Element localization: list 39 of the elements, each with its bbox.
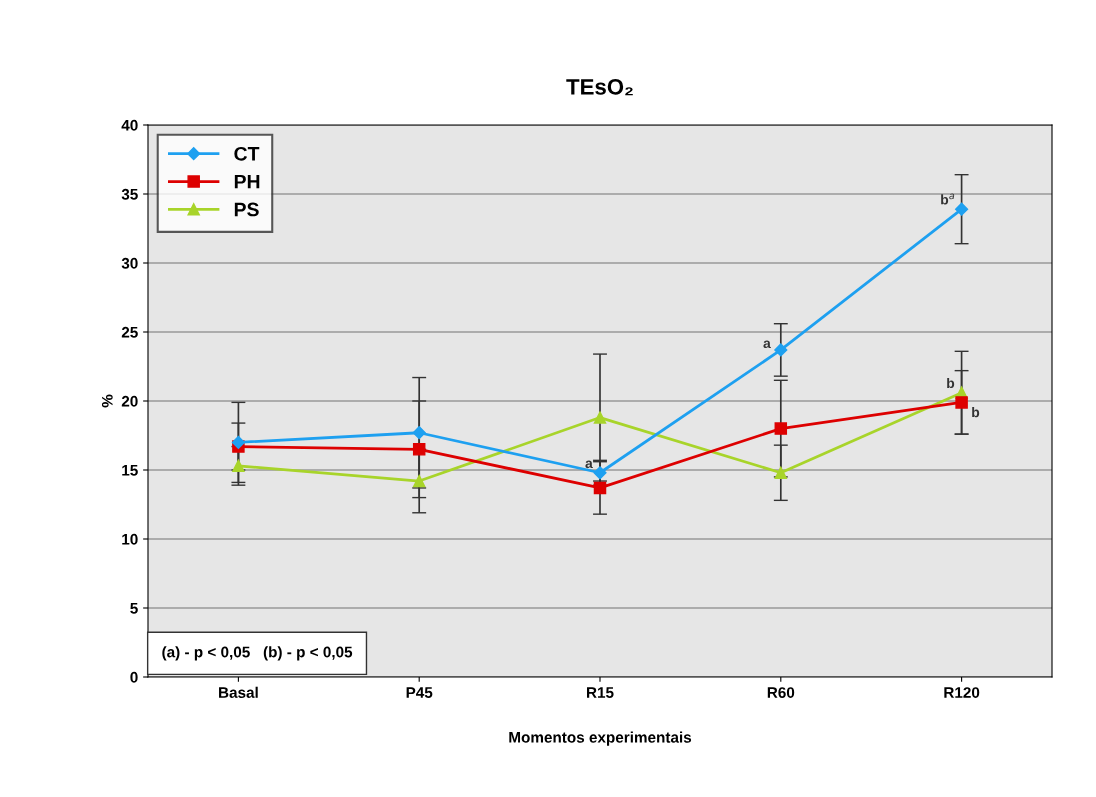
point [593, 466, 607, 480]
point [774, 343, 788, 357]
y-tick-label: 5 [130, 603, 138, 614]
y-tick-label: 35 [121, 188, 138, 200]
y-tick-label: 15 [122, 465, 138, 476]
annotation: b [972, 407, 980, 418]
point [774, 422, 788, 435]
point [593, 411, 607, 424]
y-tick-label: 25 [121, 326, 138, 338]
point [955, 202, 969, 216]
x-tick-label: P45 [406, 687, 433, 698]
y-tick-label: 10 [122, 533, 138, 545]
legend-label: CT [234, 146, 260, 161]
y-tick-label: 0 [130, 671, 138, 683]
x-tick-label: R15 [587, 687, 614, 698]
x-tick-label: R60 [767, 687, 795, 698]
annotation: b [947, 377, 955, 389]
point [231, 435, 245, 449]
point [412, 443, 426, 456]
y-tick-label: 20 [121, 395, 138, 407]
y-tick-label: 30 [121, 257, 138, 269]
x-tick-label: R120 [944, 687, 980, 698]
y-tick-label: 40 [121, 119, 138, 131]
x-tick-label: Basal [219, 686, 258, 698]
point [412, 474, 426, 488]
point [774, 466, 788, 480]
x-axis-title: Momentos experimentais [509, 731, 692, 746]
annotation: a [585, 460, 593, 469]
legend-label: PS [234, 202, 259, 217]
annotation: b$^{a}$ [941, 193, 955, 205]
annotation: (a) - p < 0,05 (b) - p < 0,05 [162, 646, 353, 661]
point [412, 426, 426, 440]
point [955, 396, 968, 409]
annotation: a [763, 340, 771, 349]
legend-label: PH [234, 174, 260, 189]
chart-title: TEsO₂ [566, 78, 633, 96]
y-axis-title: % [101, 394, 113, 408]
point [593, 481, 607, 495]
point [232, 459, 245, 473]
